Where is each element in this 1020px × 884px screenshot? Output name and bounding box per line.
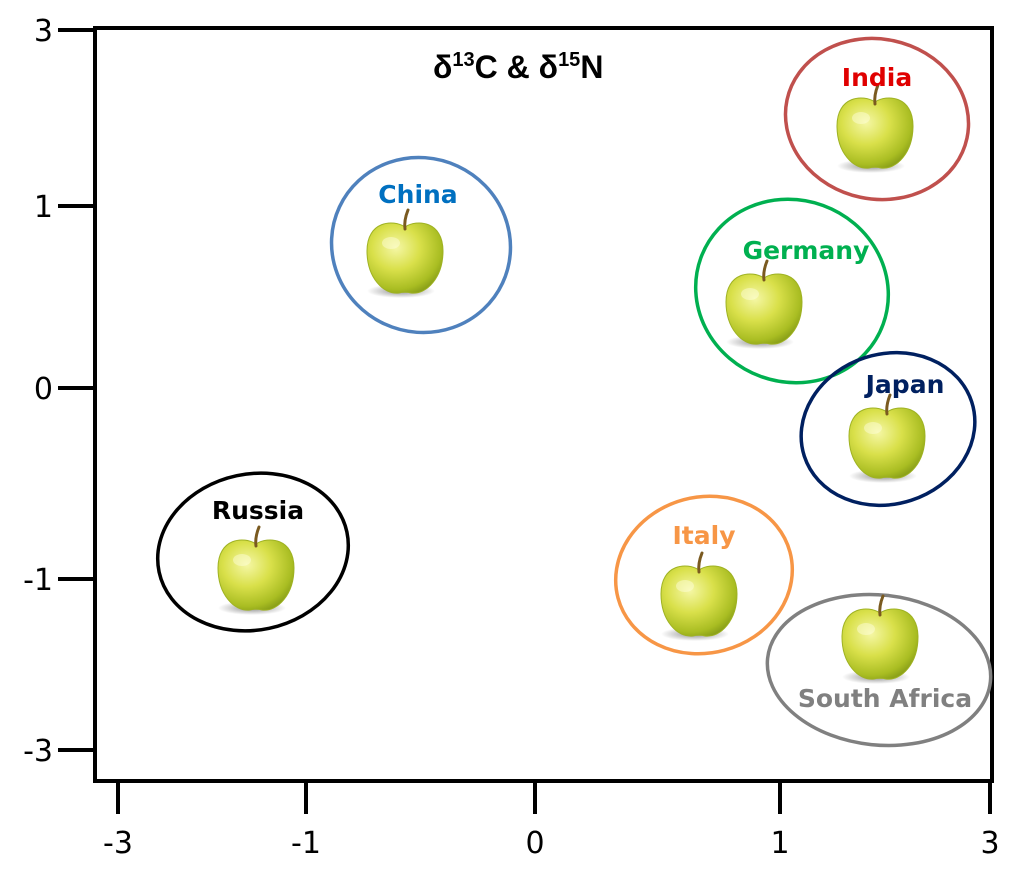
cluster-ellipse [783,36,971,202]
x-tick-label: -1 [291,826,321,861]
title-nitrogen: N [580,49,603,85]
title-isotope-15: 15 [558,49,580,71]
cluster-label: Russia [212,496,304,525]
cluster-label: Italy [673,521,736,550]
cluster-ellipse [613,494,795,656]
title-delta-1: δ [433,49,452,85]
cluster-label: Japan [864,370,945,399]
cluster-italy: Italy [613,494,795,656]
x-tick-label: -3 [103,826,133,861]
cluster-ellipse [693,197,891,385]
apple-icon [217,525,295,615]
apple-icon [366,208,444,298]
apple-icon [841,594,919,684]
title-isotope-13: 13 [452,49,474,71]
apple-icon [660,551,738,641]
x-axis: -3 -1 0 1 3 [103,783,1000,861]
cluster-label: Germany [743,236,870,265]
cluster-japan: Japan [799,350,977,508]
cluster-germany: Germany [693,197,891,385]
cluster-south-africa: South Africa [765,592,993,748]
cluster-china: China [329,155,513,335]
y-axis: 3 1 0 -1 -3 [23,14,93,769]
cluster-label: India [842,63,912,92]
y-tick-label: -3 [23,734,53,769]
y-tick-label: -1 [23,563,53,598]
x-tick-label: 3 [980,826,999,861]
y-tick-label: 3 [34,14,53,49]
plot-frame [93,26,994,783]
cluster-ellipse [799,350,977,508]
apple-icon [725,259,803,349]
cluster-ellipse [155,471,351,633]
cluster-india: India [783,36,971,202]
x-tick-label: 0 [525,826,544,861]
cluster-label: China [378,180,457,209]
cluster-ellipse [765,592,993,748]
apple-icon [848,393,926,483]
title-carbon: C & [475,49,539,85]
cluster-ellipse [329,155,513,335]
title-delta-2: δ [539,49,558,85]
cluster-label: South Africa [798,684,972,713]
y-tick-label: 0 [34,372,53,407]
clusters: India China Germany Japan Russia Italy South A… [155,36,993,748]
y-tick-label: 1 [34,190,53,225]
x-tick-label: 1 [770,826,789,861]
chart-title: δ13C & δ15N [433,49,603,85]
cluster-russia: Russia [155,471,351,633]
apple-icon [836,83,914,173]
